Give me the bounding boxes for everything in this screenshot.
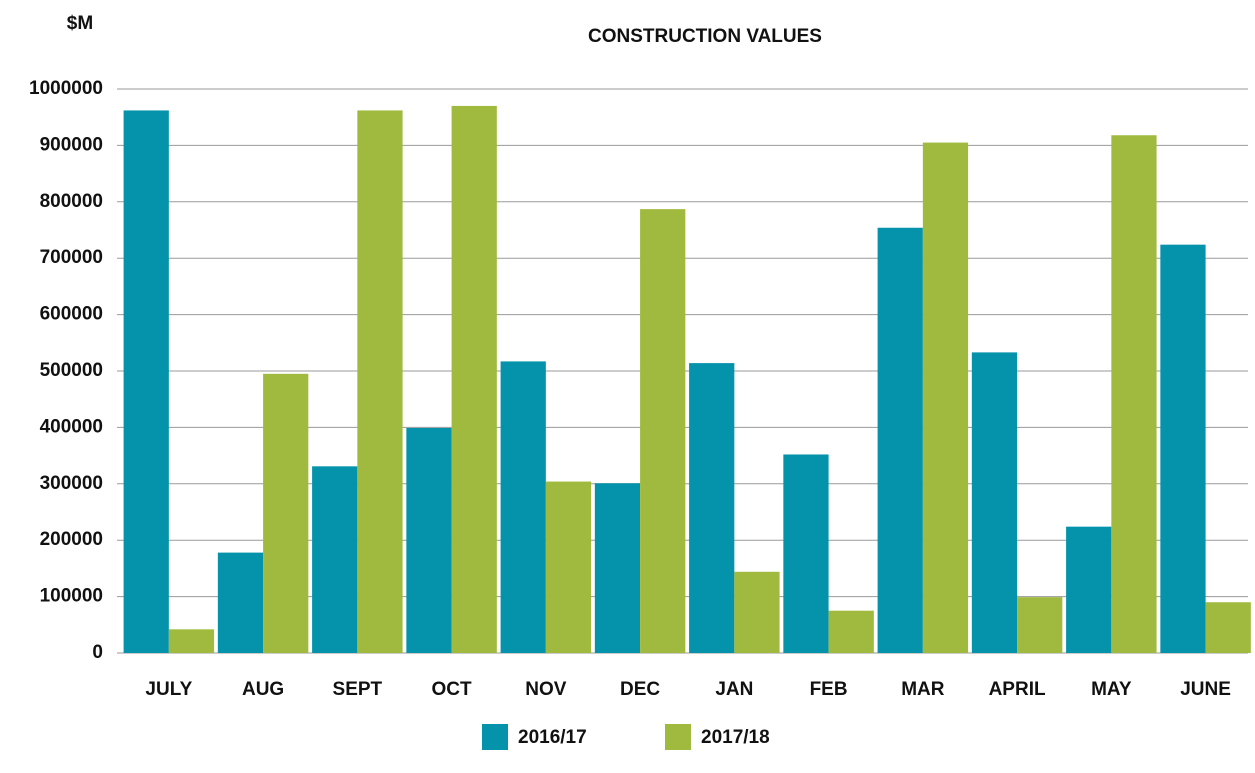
x-tick-label: MAR xyxy=(901,679,945,700)
bar xyxy=(1205,602,1251,653)
x-tick-label: DEC xyxy=(620,679,660,700)
bar xyxy=(406,427,452,653)
bar xyxy=(123,110,169,653)
bar xyxy=(1066,526,1112,653)
y-axis-label: $M xyxy=(67,13,93,34)
x-tick-label: JUNE xyxy=(1180,679,1231,700)
bar xyxy=(312,466,358,653)
y-tick-label: 400000 xyxy=(40,416,103,437)
bar xyxy=(263,373,309,653)
x-tick-label: FEB xyxy=(810,679,848,700)
bar xyxy=(828,610,874,653)
bar xyxy=(1160,244,1206,653)
x-tick-label: SEPT xyxy=(333,679,383,700)
bar xyxy=(640,209,686,653)
y-tick-label: 700000 xyxy=(40,247,103,268)
y-tick-label: 800000 xyxy=(40,191,103,212)
legend-label: 2016/17 xyxy=(518,727,587,748)
x-tick-label: NOV xyxy=(525,679,567,700)
bar xyxy=(922,142,969,653)
legend-swatch xyxy=(665,724,691,750)
legend-swatch xyxy=(482,724,508,750)
y-tick-label: 200000 xyxy=(40,529,103,550)
x-tick-label: JULY xyxy=(145,679,192,700)
bar xyxy=(1017,597,1063,653)
bar xyxy=(689,363,735,653)
y-tick-label: 100000 xyxy=(40,586,103,607)
bar xyxy=(451,105,497,654)
bar xyxy=(877,227,923,653)
y-tick-label: 1000000 xyxy=(29,78,103,99)
bar xyxy=(545,481,592,653)
y-tick-label: 500000 xyxy=(40,360,103,381)
bar xyxy=(168,629,215,653)
x-tick-label: MAY xyxy=(1091,679,1132,700)
y-tick-label: 600000 xyxy=(40,304,103,325)
bar xyxy=(217,552,264,653)
x-tick-label: JAN xyxy=(715,679,753,700)
legend-label: 2017/18 xyxy=(701,727,770,748)
bar xyxy=(734,571,780,653)
bar xyxy=(1111,135,1157,654)
y-tick-label: 0 xyxy=(92,642,103,663)
chart-title: CONSTRUCTION VALUES xyxy=(588,26,822,47)
bar xyxy=(500,361,546,653)
bar xyxy=(783,454,829,653)
y-tick-label: 900000 xyxy=(40,134,103,155)
x-tick-label: OCT xyxy=(432,679,473,700)
y-tick-label: 300000 xyxy=(40,473,103,494)
x-tick-label: APRIL xyxy=(989,679,1046,700)
bar xyxy=(357,110,403,653)
bar xyxy=(971,352,1018,653)
x-tick-label: AUG xyxy=(242,679,284,700)
bar xyxy=(594,483,641,653)
